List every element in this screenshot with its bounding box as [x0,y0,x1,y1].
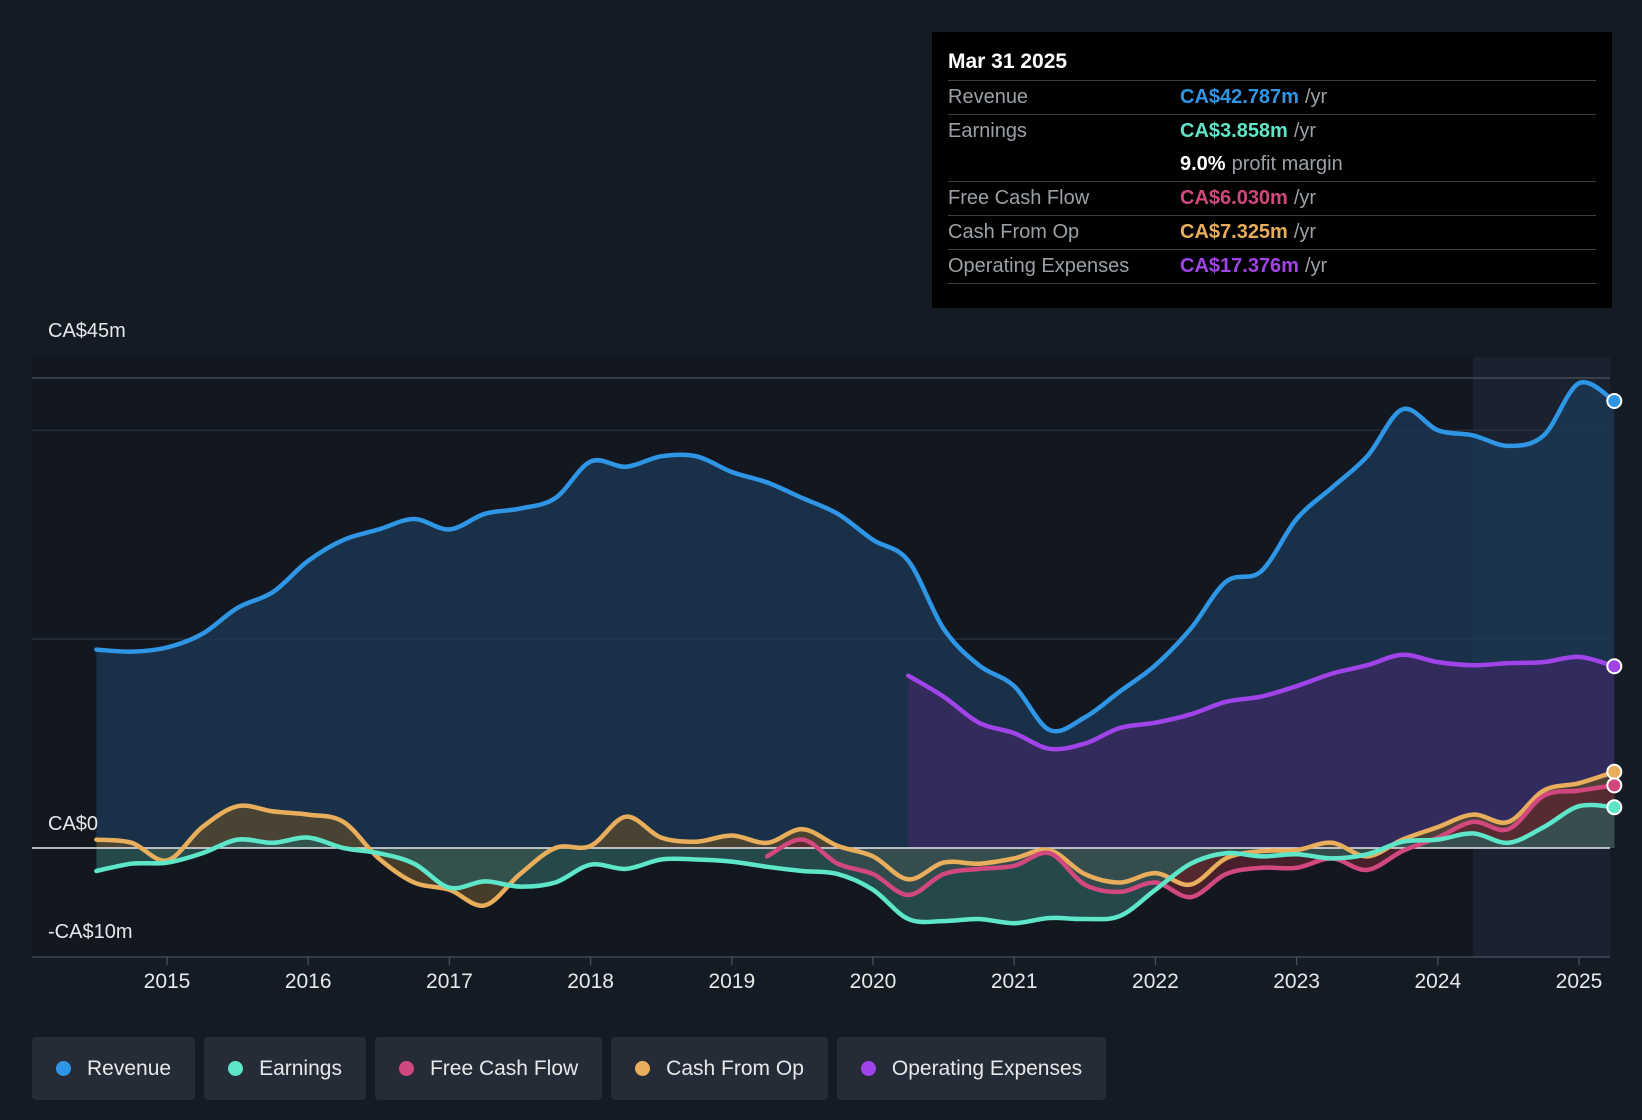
tooltip-row-value: CA$3.858m [1180,120,1288,142]
legend-label: Earnings [259,1056,342,1080]
x-tick-label: 2022 [1132,970,1179,993]
x-tick-label: 2019 [708,970,756,993]
tooltip-row-value: CA$7.325m [1180,221,1288,243]
tooltip-row-unit: /yr [1304,86,1328,108]
earnings-end-marker [1606,799,1623,816]
cash-from-op-end-marker [1606,763,1623,780]
legend-item-cash-from-op[interactable]: Cash From Op [611,1037,828,1100]
legend-item-operating-expenses[interactable]: Operating Expenses [836,1037,1107,1100]
y-axis-label-zero: CA$0 [48,813,99,835]
tooltip-row-label: Revenue [948,86,1029,108]
tooltip-row-label: Cash From Op [948,221,1080,243]
tooltip-row-unit: /yr [1304,255,1328,277]
legend-dot-icon [398,1061,414,1076]
tooltip-panel: Mar 31 2025 Revenue CA$42.787m/yr Earnings… [932,32,1612,308]
legend-dot-icon [56,1061,71,1076]
tooltip-row-label: Free Cash Flow [948,187,1090,209]
x-tick-label: 2020 [849,970,897,993]
legend: Revenue Earnings Free Cash Flow Cash From O… [32,1037,1107,1100]
tooltip-row: Cash From Op CA$7.325m/yr [948,216,1596,250]
x-tick-label: 2018 [567,970,614,993]
operating-expenses-line [906,652,1617,752]
tooltip-date: Mar 31 2025 [948,44,1596,81]
tooltip-row-label: Operating Expenses [948,255,1130,277]
x-tick-label: 2017 [426,970,473,993]
revenue-end-marker [1606,392,1623,409]
operating-expenses-end-marker [1606,658,1623,675]
operating-expenses-area [908,654,1615,848]
tooltip-rows: Revenue CA$42.787m/yr Earnings CA$3.858m/yr… [948,81,1596,284]
legend-item-revenue[interactable]: Revenue [32,1037,196,1100]
tooltip-row: 9.0% profit margin [948,148,1596,182]
x-tick-label: 2021 [990,970,1038,993]
x-tick-label: 2024 [1414,970,1462,993]
tooltip-row-value: 9.0% [1180,153,1226,175]
tooltip-row-value: CA$42.787m [1180,86,1299,108]
tooltip-row-unit: /yr [1293,187,1317,209]
legend-label: Revenue [87,1056,172,1080]
legend-dot-icon [860,1061,876,1076]
tooltip-row-label: Earnings [948,120,1027,142]
x-tick-label: 2025 [1555,970,1603,993]
free-cash-flow-line [764,783,1617,900]
legend-label: Cash From Op [666,1056,804,1080]
tooltip-row: Free Cash Flow CA$6.030m/yr [948,182,1596,216]
earnings-area [96,804,1615,924]
legend-dot-icon [228,1061,244,1076]
x-tick-label: 2016 [284,970,332,993]
tooltip-row-value: CA$6.030m [1180,187,1288,209]
x-tick-label: 2015 [143,970,191,993]
tooltip-row-value: CA$17.376m [1180,255,1299,277]
tooltip-row: Revenue CA$42.787m/yr [948,81,1596,115]
tooltip-row: Operating Expenses CA$17.376m/yr [948,250,1596,284]
x-tick-label: 2023 [1273,970,1320,993]
tooltip-row: Earnings CA$3.858m/yr [948,115,1596,148]
legend-label: Free Cash Flow [429,1056,579,1080]
legend-item-earnings[interactable]: Earnings [204,1037,366,1100]
free-cash-flow-end-marker [1606,777,1623,794]
legend-label: Operating Expenses [891,1056,1083,1080]
y-axis-label-bottom: -CA$10m [48,921,133,943]
y-axis-label-top: CA$45m [48,320,126,342]
tooltip-row-unit: /yr [1293,120,1317,142]
tooltip-row-unit: profit margin [1231,153,1343,175]
tooltip-row-unit: /yr [1293,221,1317,243]
revenue-line [94,379,1617,734]
earnings-line [94,802,1617,926]
legend-dot-icon [635,1061,651,1076]
legend-item-free-cash-flow[interactable]: Free Cash Flow [374,1037,603,1100]
